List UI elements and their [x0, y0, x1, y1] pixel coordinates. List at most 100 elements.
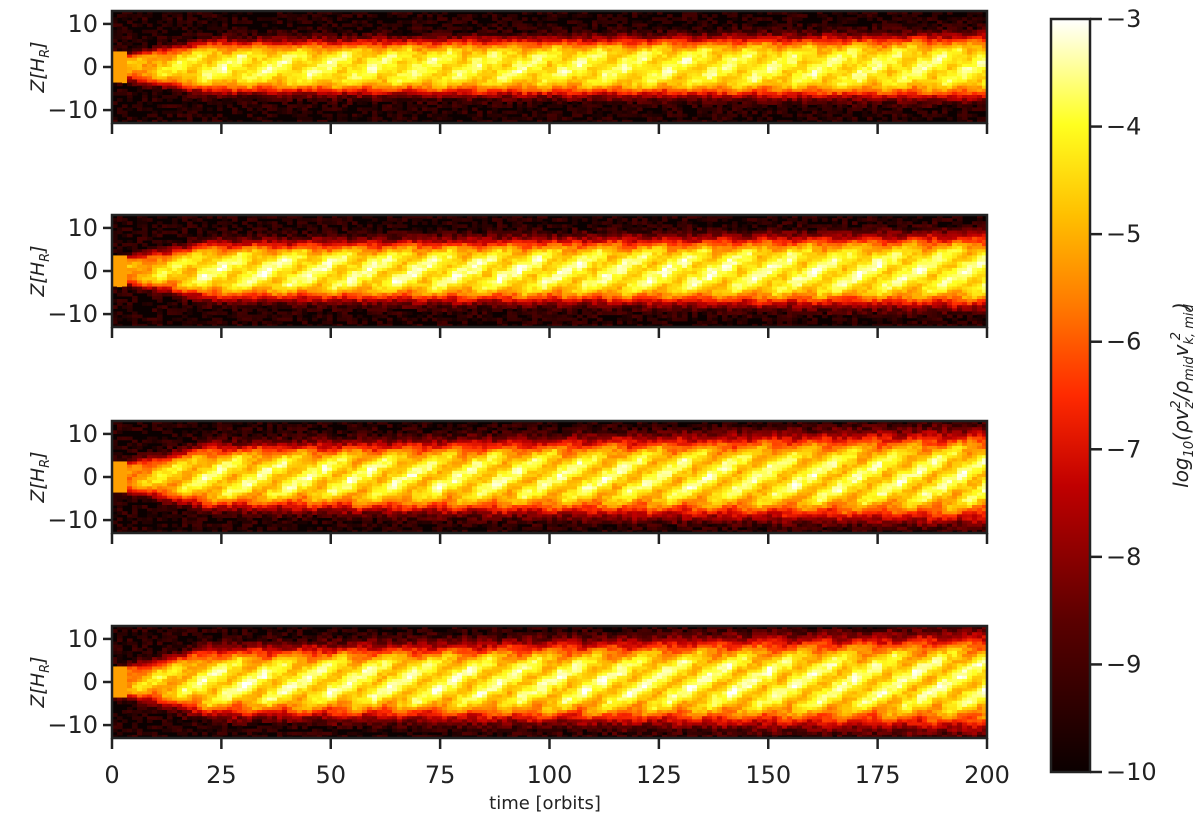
heatmap-cell [122, 114, 128, 118]
heatmap-cell [927, 117, 933, 121]
heatmap-cell [512, 111, 518, 115]
heatmap-cell [557, 117, 563, 121]
heatmap-cell [727, 14, 733, 18]
heatmap-cell [937, 114, 943, 118]
heatmap-cell [867, 107, 873, 111]
heatmap-cell [432, 101, 438, 105]
heatmap-cell [437, 17, 443, 21]
heatmap-cell [157, 27, 163, 31]
heatmap-cell [457, 104, 463, 108]
heatmap-cell [922, 23, 928, 27]
heatmap-cell [182, 107, 188, 111]
heatmap-cell [122, 30, 128, 34]
heatmap-cell [367, 17, 373, 21]
heatmap-cell [347, 101, 353, 105]
heatmap-cell [452, 107, 458, 111]
heatmap-cell [252, 95, 258, 99]
heatmap-cell [817, 114, 823, 118]
heatmap-cell [267, 107, 273, 111]
heatmap-cell [882, 104, 888, 108]
heatmap-cell [362, 111, 368, 115]
heatmap-cell [147, 14, 153, 18]
heatmap-cell [527, 117, 533, 121]
heatmap-cell [947, 107, 953, 111]
heatmap-cell [307, 111, 313, 115]
heatmap-cell [812, 101, 818, 105]
heatmap-cell [502, 98, 508, 102]
heatmap-cell [402, 98, 408, 102]
heatmap-cell [757, 107, 763, 111]
heatmap-cell [772, 111, 778, 115]
heatmap-cell [542, 114, 548, 118]
heatmap-cell [512, 98, 518, 102]
heatmap-cell [252, 104, 258, 108]
heatmap-cell [442, 23, 448, 27]
heatmap-cell [827, 117, 833, 121]
heatmap-cell [602, 107, 608, 111]
heatmap-cell [127, 117, 133, 121]
heatmap-cell [142, 86, 148, 90]
heatmap-cell [652, 104, 658, 108]
heatmap-cell [452, 27, 458, 31]
heatmap-cell [197, 107, 203, 111]
heatmap-cell [127, 98, 133, 102]
heatmap-cell [402, 111, 408, 115]
heatmap-cell [887, 111, 893, 115]
heatmap-cell [747, 14, 753, 18]
heatmap-cell [422, 98, 428, 102]
heatmap-cell [157, 92, 163, 96]
heatmap-cell [427, 101, 433, 105]
heatmap-cell [167, 104, 173, 108]
heatmap-cell [652, 17, 658, 21]
heatmap-cell [162, 17, 168, 21]
heatmap-cell [232, 111, 238, 115]
heatmap-cell [602, 23, 608, 27]
heatmap-cell [192, 114, 198, 118]
heatmap-cell [472, 14, 478, 18]
heatmap-cell [127, 20, 133, 24]
heatmap-cell [277, 14, 283, 18]
heatmap-cell [377, 20, 383, 24]
heatmap-cell [212, 14, 218, 18]
heatmap-cell [557, 14, 563, 18]
heatmap-cell [457, 20, 463, 24]
heatmap-cell [737, 98, 743, 102]
heatmap-cell [252, 117, 258, 121]
heatmap-cell [742, 17, 748, 21]
heatmap-cell [922, 114, 928, 118]
heatmap-cell [887, 104, 893, 108]
heatmap-cell [437, 104, 443, 108]
heatmap-cell [807, 101, 813, 105]
heatmap-cell [182, 27, 188, 31]
heatmap-cell [762, 17, 768, 21]
heatmap-cell [752, 104, 758, 108]
heatmap-cell [712, 101, 718, 105]
heatmap-cell [937, 101, 943, 105]
heatmap-cell [367, 23, 373, 27]
heatmap-cell [167, 36, 173, 40]
heatmap-cell [587, 117, 593, 121]
heatmap-cell [217, 114, 223, 118]
heatmap-cell [842, 20, 848, 24]
heatmap-cell [432, 20, 438, 24]
heatmap-cell [162, 104, 168, 108]
heatmap-cell [667, 14, 673, 18]
heatmap-cell [562, 101, 568, 105]
heatmap-cell [877, 17, 883, 21]
heatmap-cell [942, 23, 948, 27]
heatmap-cell [162, 95, 168, 99]
heatmap-cell [132, 117, 138, 121]
heatmap-cell [567, 107, 573, 111]
heatmap-cell [722, 107, 728, 111]
heatmap-cells-1 [112, 11, 988, 124]
heatmap-cell [127, 107, 133, 111]
heatmap-cell [917, 111, 923, 115]
heatmap-cell [207, 101, 213, 105]
heatmap-cell [237, 20, 243, 24]
heatmap-cell [932, 114, 938, 118]
heatmap-cell [297, 107, 303, 111]
heatmap-cell [667, 114, 673, 118]
heatmap-cell [772, 101, 778, 105]
heatmap-cell [147, 30, 153, 34]
heatmap-cell [592, 114, 598, 118]
